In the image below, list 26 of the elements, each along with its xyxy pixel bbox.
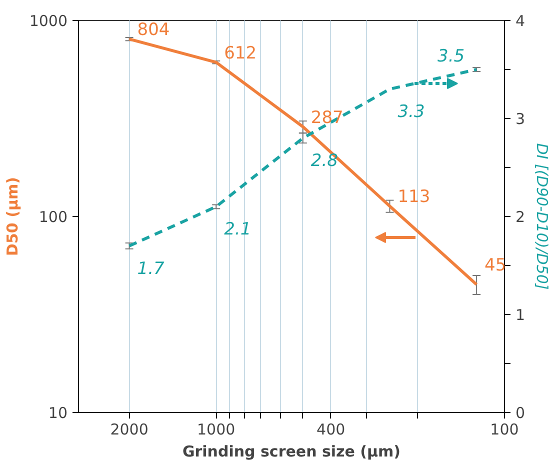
x-tick-label: 1000	[197, 420, 236, 438]
x-tick-label: 400	[316, 420, 346, 438]
y-tick-label: 1000	[29, 12, 68, 30]
line-series	[128, 68, 478, 248]
data-label: 2.8	[310, 151, 338, 172]
x-tick-label: 100	[490, 420, 519, 438]
line-series	[128, 38, 478, 286]
data-label: 804	[137, 20, 170, 40]
data-label: 2.1	[224, 220, 252, 240]
data-label: 1.7	[137, 258, 165, 279]
y2-tick-label: 1	[516, 306, 526, 324]
data-label: 287	[310, 108, 344, 128]
y2-tick-label: 0	[516, 404, 526, 422]
data-label: 113	[398, 187, 430, 208]
y2-tick-label: 4	[516, 12, 526, 30]
y2-tick-label: 2	[516, 208, 526, 226]
y-tick-label: 10	[48, 404, 68, 422]
y2-axis-title: DI [(D90-D10)/D50]	[533, 143, 552, 290]
x-axis-title: Grinding screen size (µm)	[182, 442, 401, 460]
y-axis-title: D50 (µm)	[3, 177, 22, 256]
data-label: 612	[224, 43, 257, 64]
data-label: 3.3	[398, 102, 425, 122]
data-label: 3.5	[438, 46, 465, 66]
y2-tick-label: 3	[516, 110, 526, 128]
x-tick-label: 2000	[110, 420, 148, 438]
y-tick-label: 100	[38, 208, 68, 226]
